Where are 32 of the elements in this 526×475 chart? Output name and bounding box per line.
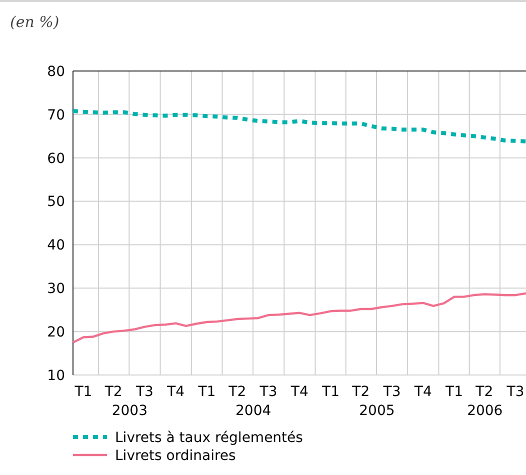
line-series (71, 108, 526, 144)
x-tick-label: T4 (413, 384, 432, 400)
x-tick-label: T3 (382, 384, 401, 400)
x-tick-label: T2 (228, 384, 246, 400)
y-tick-label: 40 (47, 238, 65, 254)
y-tick-label: 50 (47, 194, 65, 210)
y-tick-label: 70 (47, 107, 65, 124)
x-tick-label: T2 (474, 384, 494, 400)
y-axis-title: (en %) (10, 13, 60, 31)
x-tick-label: T1 (74, 384, 92, 400)
x-tick-label: T2 (351, 384, 370, 400)
line-series (72, 292, 526, 344)
text: 2006 (467, 403, 503, 419)
x-tick-label: T1 (444, 384, 464, 400)
text: 2004 (236, 403, 272, 419)
text: 2003 (112, 403, 148, 419)
y-tick-label: 60 (47, 150, 65, 167)
x-tick-label: T2 (104, 384, 122, 400)
x-tick-label: T4 (290, 384, 308, 400)
y-tick-label: 10 (47, 368, 65, 384)
x-tick-label: T3 (506, 384, 524, 400)
y-tick-label: 30 (47, 281, 65, 298)
x-tick-label: T3 (258, 384, 278, 400)
y-tick-label: 20 (47, 324, 65, 340)
y-tick-label: 80 (47, 64, 65, 80)
legend-label: Livrets ordinaires (115, 448, 236, 464)
x-tick-label: T1 (197, 384, 216, 400)
legend-label: Livrets à taux réglementés (115, 430, 303, 446)
x-tick-label: T3 (134, 384, 154, 400)
text: 2005 (359, 403, 395, 419)
x-tick-label: T4 (166, 384, 185, 400)
x-tick-label: T1 (321, 384, 340, 400)
